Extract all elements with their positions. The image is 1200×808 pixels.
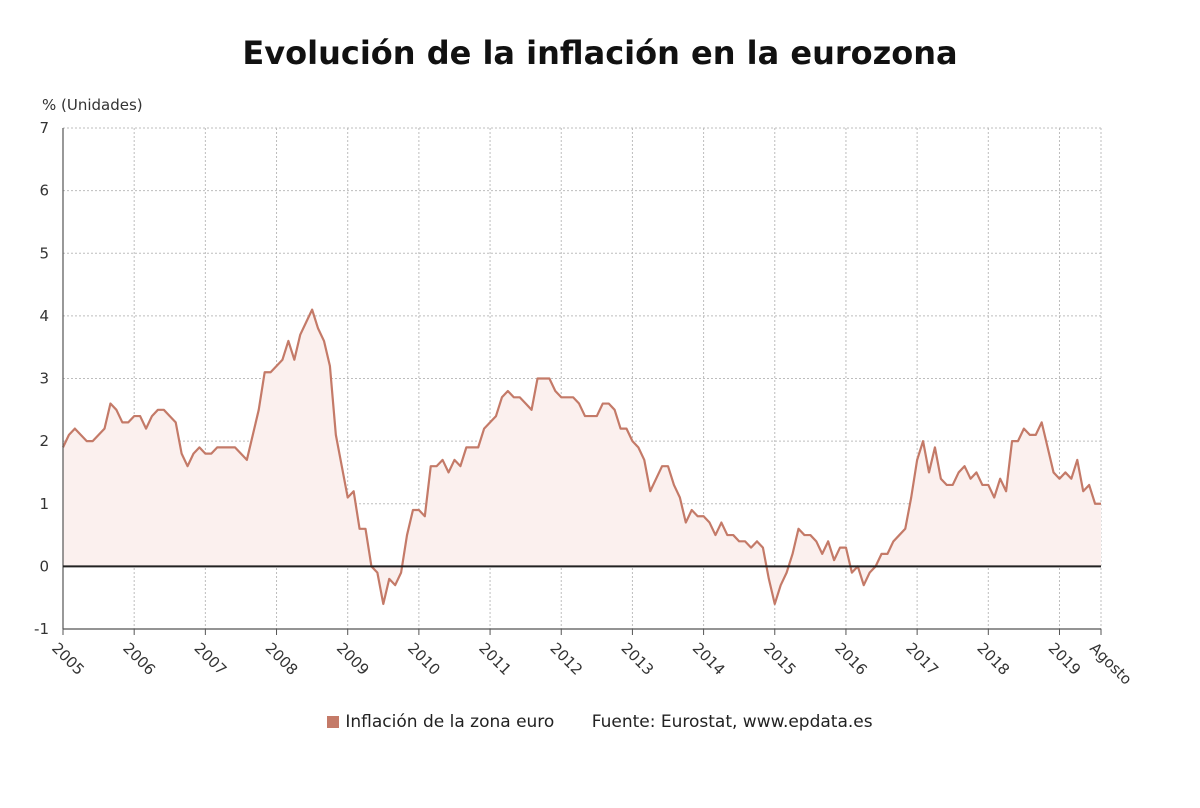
y-tick-label: 5 [39, 244, 49, 262]
x-tick-label: 2009 [333, 639, 373, 679]
x-tick-label: 2019 [1045, 639, 1085, 679]
chart-title: Evolución de la inflación en la eurozona [242, 34, 958, 72]
area-layer [62, 308, 1101, 606]
x-tick-label: 2016 [831, 639, 871, 679]
legend-series-label: Inflación de la zona euro [345, 712, 555, 732]
series-area-fill [63, 309, 1101, 604]
x-tick-label: 2011 [475, 639, 515, 679]
x-tick-label: 2014 [689, 639, 729, 679]
y-tick-label: 2 [39, 432, 49, 450]
x-tick-label: 2006 [119, 639, 159, 679]
x-tick-label: 2010 [404, 639, 444, 679]
legend-item-series[interactable]: Inflación de la zona euro [327, 712, 554, 732]
x-tick-label: 2018 [973, 639, 1013, 679]
y-axis-label: % (Unidades) [42, 96, 143, 114]
x-tick-label: 2017 [902, 639, 942, 679]
x-tick-label: Agosto [1086, 639, 1135, 688]
tick-labels: -1 0 1 2 3 4 5 6 7 2005 2006 2007 2008 2009 2010 2011 20… [34, 119, 1136, 688]
x-tick-label: 2005 [48, 639, 88, 679]
source-note: Fuente: Eurostat, www.epdata.es [591, 712, 873, 732]
x-tick-label: 2012 [546, 639, 586, 679]
y-tick-label: 6 [39, 182, 49, 200]
y-tick-label: 0 [39, 557, 49, 575]
x-tick-label: 2008 [262, 639, 302, 679]
axes [62, 128, 1102, 635]
y-tick-label: 7 [39, 119, 49, 137]
y-tick-label: -1 [34, 620, 49, 638]
x-tick-label: 2007 [191, 639, 231, 679]
legend-swatch [327, 716, 340, 728]
legend: Inflación de la zona euro Fuente: Eurost… [0, 712, 1200, 732]
y-tick-label: 4 [39, 307, 49, 325]
y-tick-label: 3 [39, 370, 49, 388]
y-tick-label: 1 [39, 495, 49, 513]
x-tick-label: 2015 [760, 639, 800, 679]
series-line-inflacion [62, 308, 1101, 606]
x-tick-label: 2013 [618, 639, 658, 679]
